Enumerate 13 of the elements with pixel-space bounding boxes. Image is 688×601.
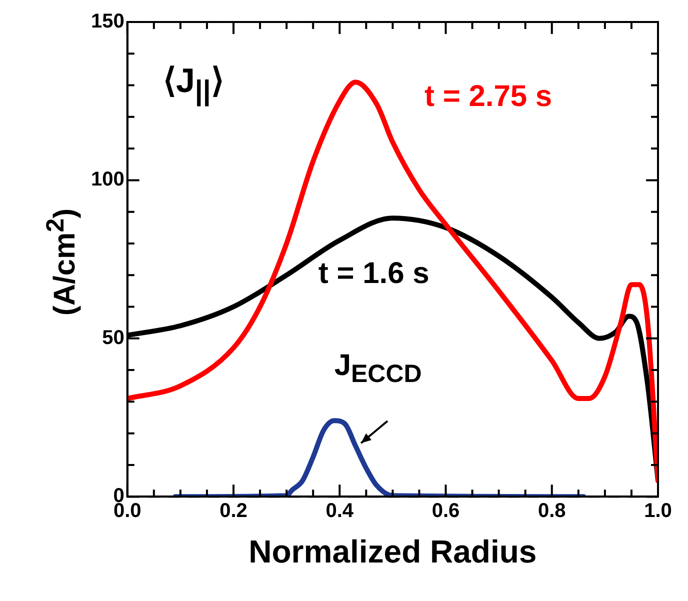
y-tick-label: 150 [90,10,124,33]
y-tick-label: 100 [90,168,124,191]
x-tick-label: 0.8 [538,500,566,522]
x-tick-label: 0.6 [432,500,460,522]
x-tick-label: 0.2 [220,500,248,522]
series-label: t = 1.6 s [318,257,430,292]
annotation: ⟨J$_{||}$⟩ [163,61,224,108]
series-label: J$_{ECCD}$ [334,348,422,389]
series-label: t = 2.75 s [424,80,552,114]
x-tick-label: 1.0 [644,500,672,522]
x-axis-title: Normalized Radius [248,534,537,570]
y-tick-label: 50 [102,326,124,349]
x-tick-label: 0.4 [326,500,354,522]
